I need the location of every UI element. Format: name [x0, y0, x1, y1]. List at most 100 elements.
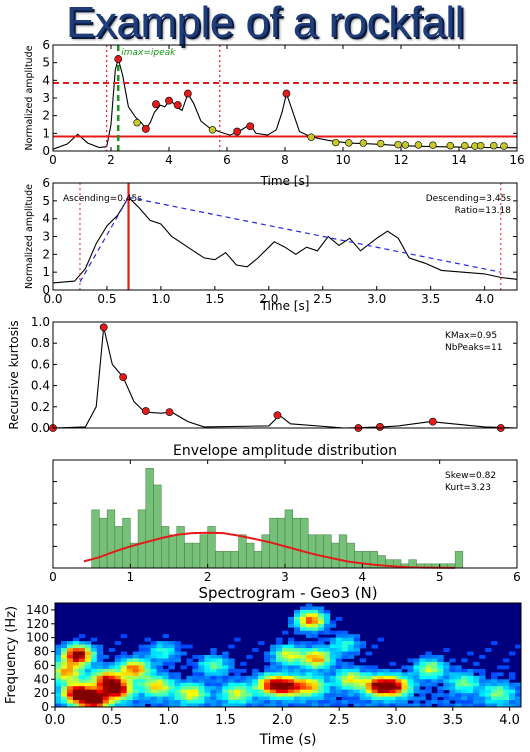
spectrogram-cell	[198, 700, 205, 704]
histogram-bar	[114, 526, 123, 569]
spectrogram-cell	[293, 658, 301, 663]
spectrogram-cell	[240, 700, 247, 704]
spectrogram-cell	[479, 686, 486, 691]
spectrogram-cell	[216, 675, 223, 680]
spectrogram-cell	[114, 686, 122, 691]
spectrogram-cell	[491, 679, 498, 684]
spectrogram-cell	[497, 696, 504, 701]
spectrogram-cell	[126, 665, 134, 670]
spectrogram-cell	[359, 679, 367, 684]
spectrogram-cell	[102, 679, 110, 684]
spectrogram-cell	[347, 696, 355, 701]
spectrogram-cell	[413, 658, 420, 663]
spectrogram-cell	[132, 651, 140, 656]
spectrogram-cell	[491, 693, 498, 697]
spectrogram-cell	[413, 672, 420, 677]
spectrogram-cell	[60, 651, 68, 656]
spectrogram-cell	[461, 689, 468, 694]
spectrogram-cell	[240, 668, 247, 673]
spectrogram-cell	[180, 693, 187, 697]
spectrogram-cell	[162, 675, 169, 680]
spectrogram-cell	[359, 641, 367, 645]
spectrogram-cell	[311, 627, 319, 632]
spectrogram-cell	[377, 686, 384, 691]
spectrogram-cell	[156, 655, 163, 659]
panel1-xtick-label: 10	[335, 153, 350, 167]
spectrogram-cell	[258, 675, 265, 680]
spectrogram-cell	[401, 703, 408, 708]
spectrogram-cell	[299, 661, 307, 666]
panel5-xtick-label: 1.5	[215, 713, 236, 728]
spectrogram-cell	[383, 693, 390, 697]
spectrogram-cell	[96, 682, 104, 687]
spectrogram-cell	[311, 620, 319, 625]
spectrogram-cell	[168, 644, 175, 649]
spectrogram-cell	[72, 651, 80, 656]
spectrogram-cell	[299, 686, 307, 691]
spectrogram-cell	[413, 665, 420, 670]
spectrogram-cell	[305, 603, 313, 607]
spectrogram-cell	[240, 693, 247, 697]
spectrogram-cell	[60, 648, 68, 652]
spectrogram-cell	[204, 661, 211, 666]
spectrogram-cell	[419, 703, 426, 708]
spectrogram-cell	[108, 665, 116, 670]
spectrogram-cell	[252, 696, 259, 701]
spectrogram-cell	[389, 675, 396, 680]
spectrogram-cell	[66, 682, 74, 687]
spectrogram-cell	[299, 696, 307, 701]
spectrogram-cell	[90, 637, 98, 642]
spectrogram-cell	[431, 696, 438, 701]
spectrogram-cell	[55, 682, 62, 687]
spectrogram-cell	[311, 696, 319, 701]
spectrogram-cell	[78, 661, 86, 666]
spectrogram-cell	[276, 682, 283, 687]
spectrogram-cell	[144, 661, 151, 666]
spectrogram-cell	[341, 661, 349, 666]
panel2-xtick-label: 4.0	[475, 292, 494, 306]
spectrogram-cell	[276, 696, 283, 701]
spectrogram-cell	[509, 651, 516, 656]
spectrogram-cell	[66, 658, 74, 663]
spectrogram-cell	[443, 693, 450, 697]
histogram-bar	[261, 534, 270, 569]
panel5-ytick-label: 140	[26, 603, 49, 617]
spectrogram-cell	[449, 658, 456, 663]
spectrogram-cell	[329, 630, 337, 635]
spectrogram-cell	[515, 703, 522, 708]
spectrogram-cell	[252, 648, 259, 652]
spectrogram-cell	[144, 700, 151, 704]
spectrogram-cell	[120, 675, 128, 680]
spectrogram-cell	[311, 623, 319, 628]
spectrogram-cell	[60, 682, 68, 687]
spectrogram-cell	[371, 672, 379, 677]
spectrogram-cell	[282, 703, 289, 708]
spectrogram-cell	[473, 693, 480, 697]
spectrogram-cell	[126, 658, 134, 663]
spectrogram-cell	[293, 644, 301, 649]
panel2-ytick-label: 6	[42, 176, 50, 190]
spectrogram-cell	[341, 641, 349, 645]
spectrogram-cell	[288, 623, 295, 628]
spectrogram-cell	[311, 658, 319, 663]
spectrogram-cell	[311, 693, 319, 697]
spectrogram-cell	[162, 682, 169, 687]
spectrogram-cell	[156, 672, 163, 677]
spectrogram-cell	[323, 675, 331, 680]
spectrogram-cell	[198, 696, 205, 701]
spectrogram-cell	[311, 655, 319, 659]
spectrogram-cell	[252, 672, 259, 677]
spectrogram-cell	[60, 686, 68, 691]
spectrogram-cell	[335, 658, 343, 663]
spectrogram-cell	[437, 686, 444, 691]
spectrogram-cell	[365, 682, 373, 687]
spectrogram-cell	[78, 658, 86, 663]
red-peak-point	[246, 122, 255, 131]
spectrogram-cell	[383, 696, 390, 701]
spectrogram-cell	[150, 682, 157, 687]
spectrogram-cell	[365, 703, 373, 708]
spectrogram-cell	[162, 693, 169, 697]
spectrogram-cell	[288, 665, 295, 670]
spectrogram-cell	[329, 658, 337, 663]
spectrogram-cell	[353, 703, 361, 708]
